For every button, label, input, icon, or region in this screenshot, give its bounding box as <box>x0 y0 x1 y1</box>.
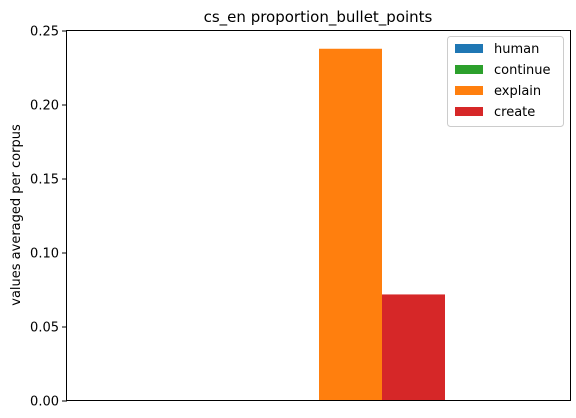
y-tick-label: 0.05 <box>30 321 59 336</box>
y-axis-title: values averaged per corpus <box>9 124 24 306</box>
legend-label-human: human <box>494 42 539 57</box>
bar-create <box>382 294 445 401</box>
y-tick-label: 0.10 <box>30 247 59 262</box>
legend: human continue explain create <box>448 37 564 127</box>
legend-swatch-continue <box>455 65 483 74</box>
legend-label-explain: explain <box>494 84 541 99</box>
legend-swatch-create <box>455 107 483 116</box>
y-tick-label: 0.20 <box>30 99 59 114</box>
chart-title: cs_en proportion_bullet_points <box>204 8 433 27</box>
y-tick-label: 0.00 <box>30 395 59 410</box>
legend-label-create: create <box>494 105 535 120</box>
legend-swatch-explain <box>455 86 483 95</box>
legend-label-continue: continue <box>494 63 551 78</box>
bar-group <box>319 49 445 401</box>
legend-swatch-human <box>455 44 483 53</box>
y-tick-label: 0.15 <box>30 173 59 188</box>
bar-explain <box>319 49 382 401</box>
y-tick-label: 0.25 <box>30 25 59 40</box>
y-axis: 0.00 0.05 0.10 0.15 0.20 0.25 <box>30 25 67 410</box>
